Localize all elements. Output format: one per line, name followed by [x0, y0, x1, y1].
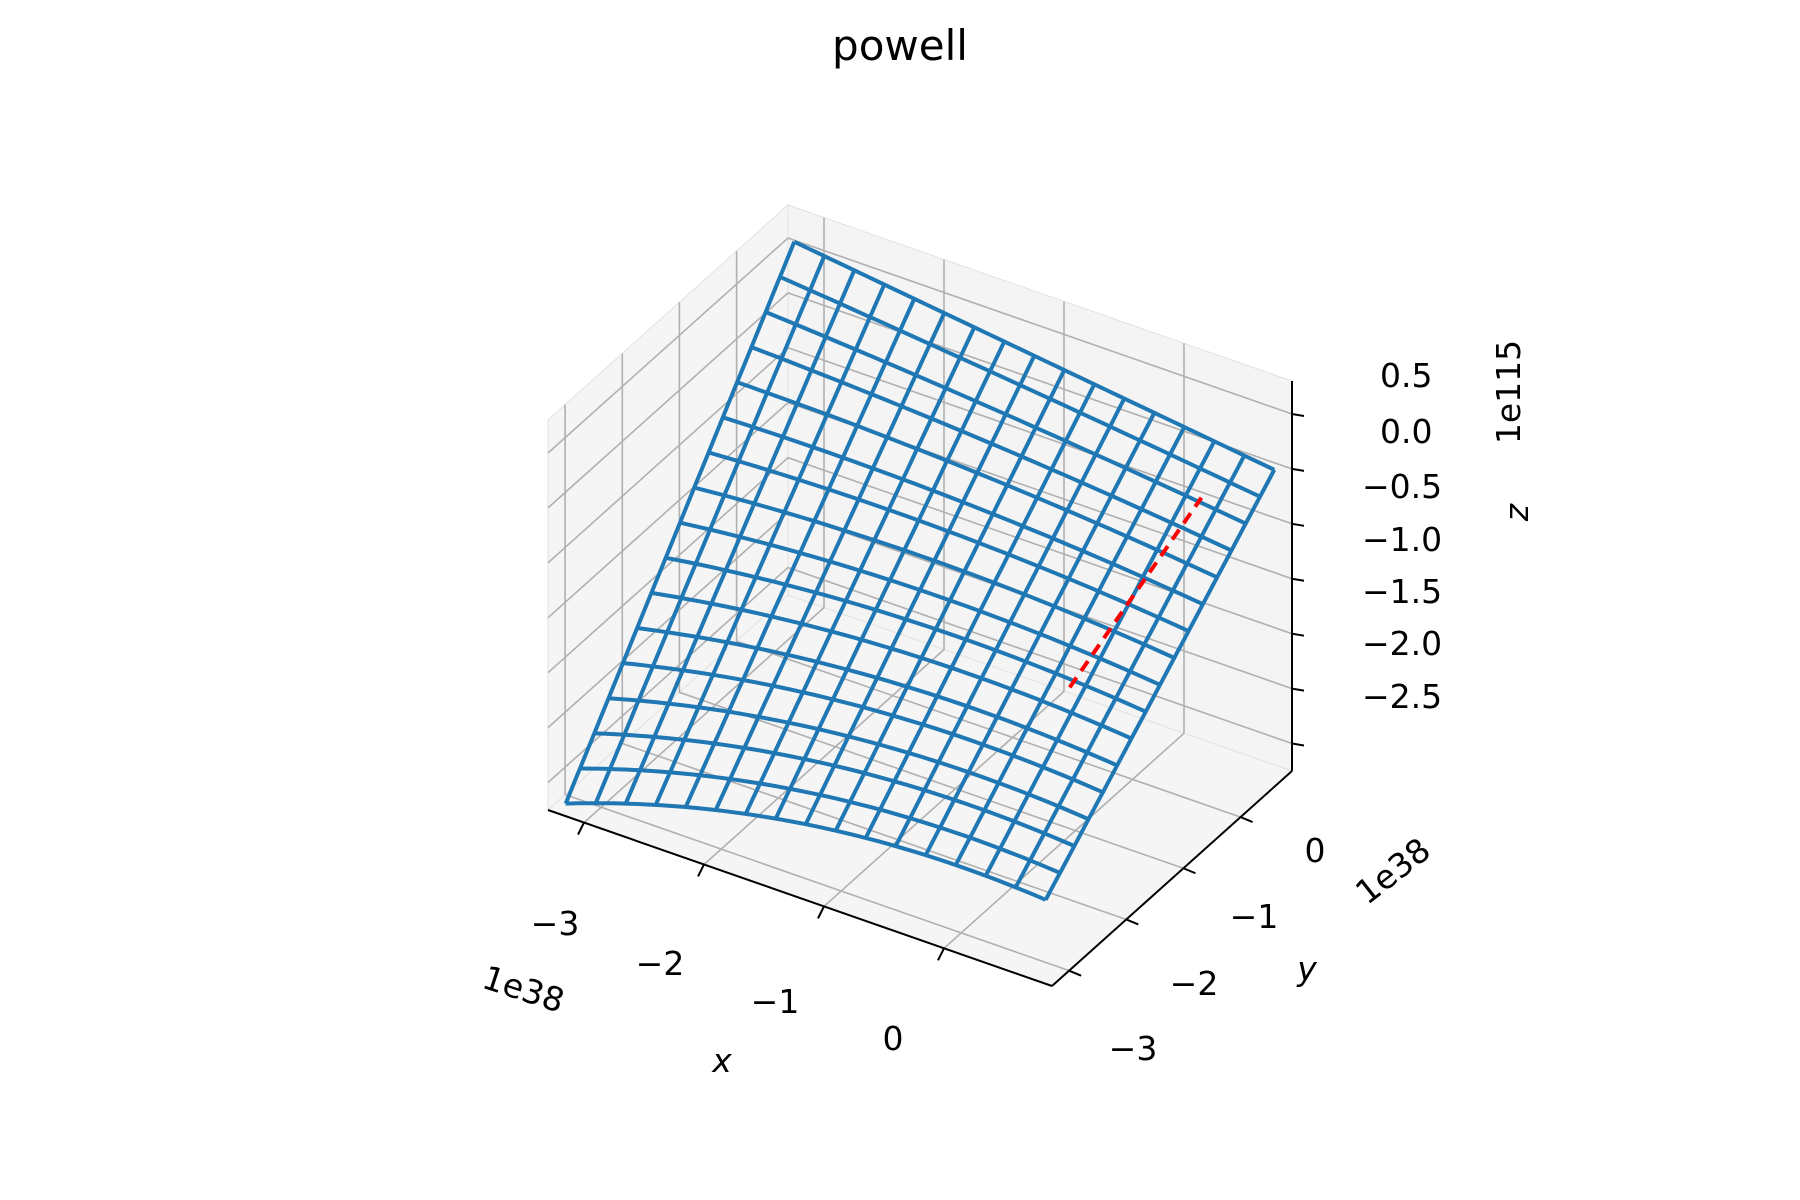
z-tick-label: −0.5	[1362, 467, 1442, 506]
x-axis-line	[547, 809, 1053, 987]
surface-grid-line-y	[779, 275, 1261, 499]
z-offset-label: 1e115	[1489, 340, 1528, 444]
z-tick-mark	[1291, 687, 1305, 692]
z-tick-label: −2.0	[1362, 624, 1442, 663]
surface-grid-line-y	[793, 239, 1276, 472]
surface-grid-line-y	[651, 590, 1133, 741]
surface-grid-line-y	[594, 731, 1076, 848]
surface-grid-line-y	[608, 696, 1090, 822]
y-axis-line	[1051, 770, 1293, 987]
surface-grid-line-y	[622, 661, 1104, 795]
surface-grid-line-y	[679, 520, 1161, 687]
x-axis-label: x	[711, 1041, 732, 1080]
surface-grid-line-y	[764, 310, 1247, 526]
x-tick-mark	[937, 947, 945, 961]
chart-title: powell	[832, 21, 968, 70]
axis-lines	[547, 381, 1305, 987]
y-tick-mark	[1183, 867, 1196, 875]
z-tick-label: 0.5	[1380, 356, 1432, 395]
grid-line-z	[547, 237, 1293, 454]
y-tick-label: −2	[1170, 964, 1219, 1003]
x-tick-label: −2	[636, 944, 685, 983]
y-tick-label: −1	[1230, 897, 1279, 936]
x-tick-mark	[697, 864, 705, 877]
z-tick-mark	[1291, 522, 1305, 527]
surface-grid-line-y	[736, 380, 1218, 580]
grid-line-z	[547, 401, 1293, 619]
y-tick-mark	[1240, 816, 1253, 823]
y-tick-mark	[1068, 969, 1082, 977]
surface-grid-line-y	[722, 415, 1204, 607]
surface-grid-line-y	[708, 450, 1190, 633]
x-tick-label: −1	[751, 982, 800, 1021]
x-tick-label: 0	[883, 1019, 904, 1058]
y-tick-label: 0	[1305, 831, 1326, 870]
z-tick-labels: 0.5 0.0 −0.5 −1.0 −1.5 −2.0 −2.5	[1362, 356, 1442, 716]
grid-line-x	[583, 217, 825, 824]
x-tick-mark	[817, 905, 825, 919]
grid-line-x	[943, 343, 1185, 949]
surface-grid-line-y	[565, 801, 1047, 902]
y-tick-label: −3	[1109, 1029, 1158, 1068]
surface-grid-line-y	[636, 626, 1118, 768]
z-tick-mark	[1291, 412, 1305, 417]
z-tick-mark	[1291, 577, 1305, 582]
grid-line-z	[547, 291, 1293, 509]
z-tick-mark	[1291, 467, 1305, 472]
z-tick-label: 0.0	[1380, 412, 1432, 451]
surface-grid-line-y	[693, 485, 1176, 660]
grid-line-z	[547, 456, 1293, 674]
x-tick-labels: −3 −2 −1 0	[531, 904, 904, 1058]
z-tick-label: −2.5	[1362, 677, 1442, 716]
surface-grid-line-y	[579, 766, 1061, 875]
y-tick-labels: −3 −2 −1 0	[1109, 831, 1326, 1068]
x-tick-mark	[577, 822, 585, 836]
surface-wireframe	[563, 239, 1277, 902]
grid-line-y	[564, 404, 1070, 972]
z-axis-label: z	[1502, 502, 1541, 521]
y-axis-label: y	[1296, 949, 1317, 988]
y-tick-mark	[1125, 918, 1139, 926]
x-tick-label: −3	[531, 904, 580, 943]
z-tick-label: −1.0	[1362, 520, 1442, 559]
grid-line-x	[823, 301, 1065, 907]
surface-grid-line-y	[750, 345, 1233, 553]
surface-grid-line-y	[665, 555, 1147, 714]
z-tick-mark	[1291, 742, 1305, 747]
z-tick-mark	[1291, 632, 1305, 637]
z-tick-label: −1.5	[1362, 572, 1442, 611]
grid-line-y	[678, 302, 1184, 870]
